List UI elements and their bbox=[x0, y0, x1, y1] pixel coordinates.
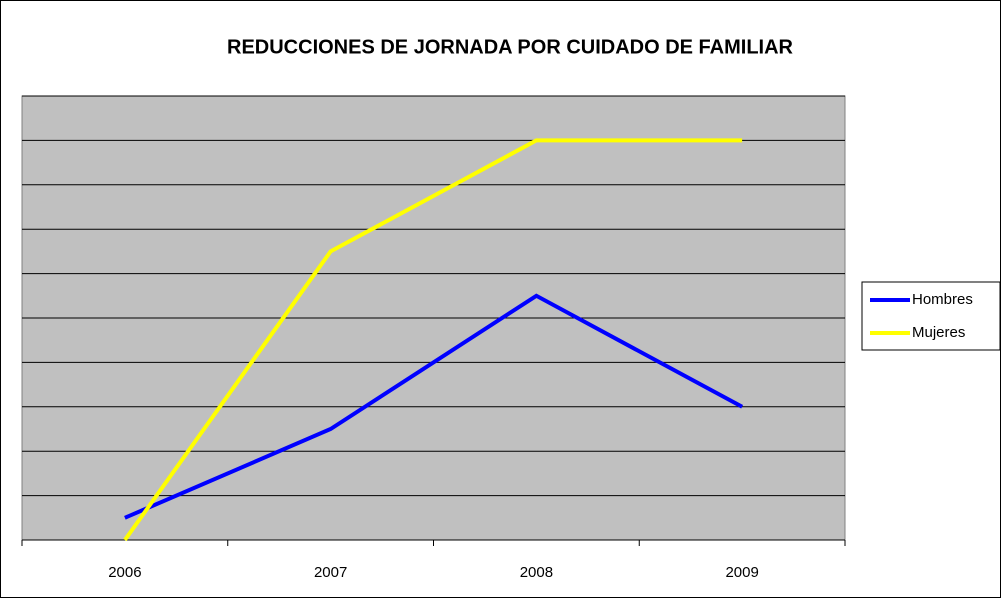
legend-label: Hombres bbox=[912, 291, 973, 308]
series-line bbox=[123, 138, 743, 542]
series-line bbox=[124, 293, 744, 520]
x-tick-label: 2009 bbox=[725, 564, 758, 581]
x-tick-label: 2006 bbox=[108, 564, 141, 581]
chart-title: REDUCCIONES DE JORNADA POR CUIDADO DE FA… bbox=[227, 36, 794, 58]
legend bbox=[861, 281, 1001, 351]
x-tick-label: 2007 bbox=[314, 564, 347, 581]
legend-label: Mujeres bbox=[912, 324, 965, 341]
x-tick-label: 2008 bbox=[520, 564, 553, 581]
